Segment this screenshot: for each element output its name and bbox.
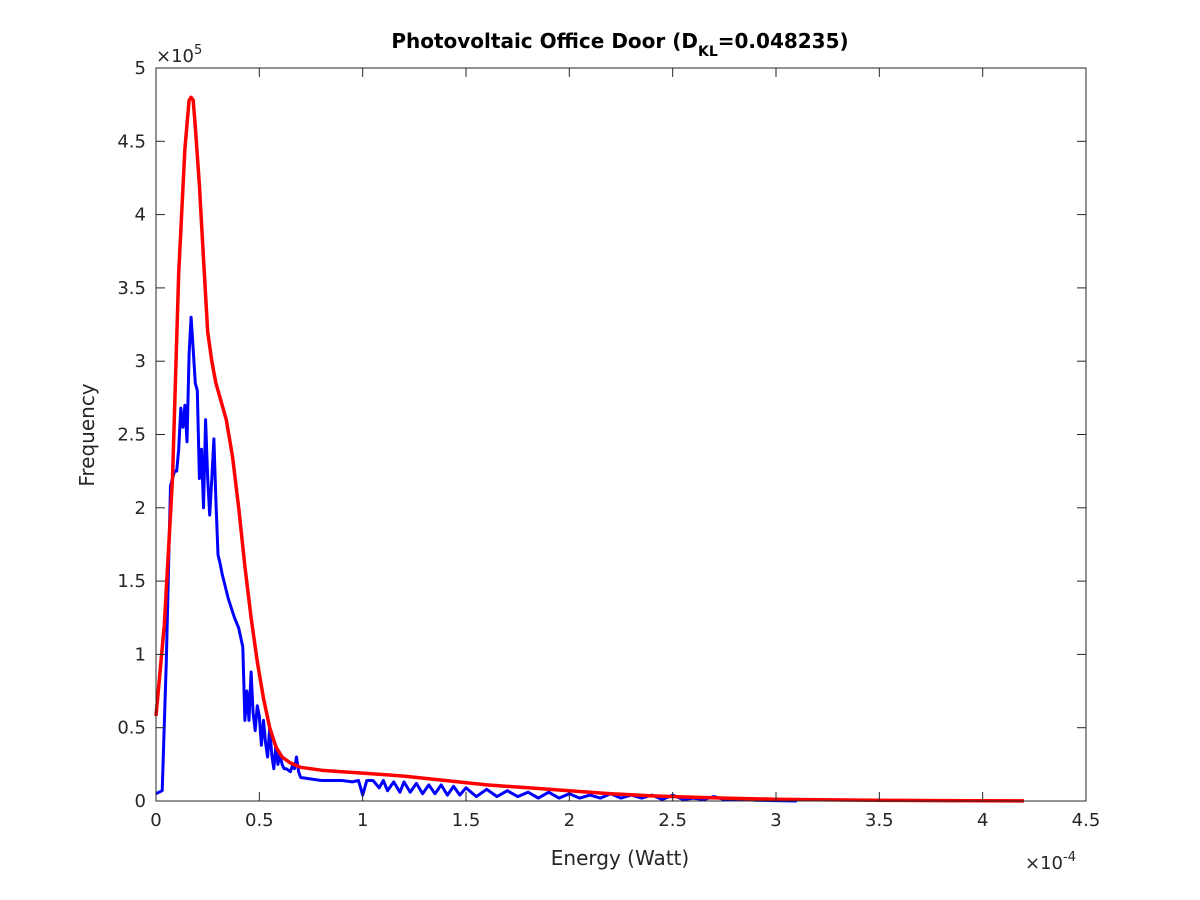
x-tick-label: 0.5 [245, 810, 274, 831]
y-tick-label: 1 [135, 644, 146, 665]
y-tick-label: 5 [135, 58, 146, 79]
series-line-1 [155, 315, 797, 803]
chart-title-main: Photovoltaic Office Door (D [391, 29, 698, 53]
x-tick-label: 3 [770, 810, 781, 831]
y-tick-label: 4 [135, 205, 146, 226]
y-exponent-power: 5 [194, 43, 202, 58]
y-tick-label: 4.5 [117, 131, 146, 152]
y-tick-label: 2 [135, 498, 146, 519]
chart-title-end: =0.048235) [718, 29, 849, 53]
y-tick-label: 1.5 [117, 571, 146, 592]
x-tick-label: 3.5 [865, 810, 894, 831]
plot-area [156, 68, 1086, 801]
y-tick-label: 2.5 [117, 425, 146, 446]
chart-title: Photovoltaic Office Door (DKL=0.048235) [391, 29, 848, 60]
x-tick-label: 1 [357, 810, 368, 831]
x-exponent-label: ×10-4 [1025, 850, 1076, 874]
y-tick-label: 3.5 [117, 278, 146, 299]
x-exponent-base: ×10 [1025, 853, 1063, 874]
x-tick-label: 1.5 [452, 810, 481, 831]
x-axis-label: Energy (Watt) [551, 846, 689, 870]
y-exponent-base: ×10 [156, 46, 194, 67]
x-tick-label: 4.5 [1072, 810, 1101, 831]
y-exponent-label: ×105 [156, 43, 202, 67]
chart-title-subscript: KL [698, 44, 718, 60]
x-exponent-power: -4 [1063, 850, 1076, 865]
series-layer [154, 95, 1025, 803]
x-tick-label: 4 [977, 810, 988, 831]
y-tick-label: 0 [135, 791, 146, 812]
y-axis-label: Frequency [75, 383, 99, 486]
x-tick-label: 2 [564, 810, 575, 831]
series-line-2 [154, 95, 1025, 803]
y-tick-label: 3 [135, 351, 146, 372]
ticks-layer: 0 0.5 1 1.5 2 2.5 3 3.5 4 4.5 0 0.5 1 1.5 2 2.5 3 3.5 4 4.5… [117, 58, 1100, 831]
plot-frame [155, 67, 1087, 802]
x-tick-label: 0 [150, 810, 161, 831]
y-tick-label: 0.5 [117, 718, 146, 739]
x-tick-label: 2.5 [658, 810, 687, 831]
